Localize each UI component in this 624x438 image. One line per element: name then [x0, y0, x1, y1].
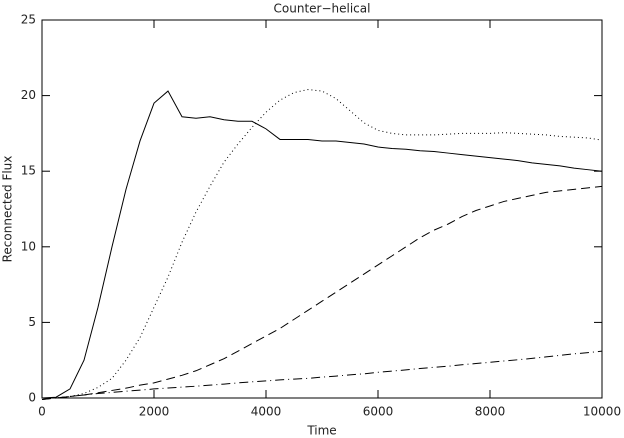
x-axis-label: Time — [306, 424, 336, 438]
x-tick-label: 4000 — [251, 405, 282, 419]
chart-title: Counter−helical — [274, 2, 371, 16]
y-tick-label: 10 — [21, 239, 36, 253]
line-series — [42, 89, 603, 399]
line-series — [41, 350, 603, 401]
y-axis-label: Reconnected Flux — [1, 156, 15, 263]
y-tick-label: 20 — [21, 88, 36, 102]
x-tick-label: 8000 — [475, 405, 506, 419]
line-series — [41, 185, 603, 401]
plot-frame — [41, 19, 603, 399]
x-tick-label: 10000 — [583, 405, 621, 419]
line-series — [41, 90, 603, 399]
x-tick-label: 0 — [38, 405, 46, 419]
x-tick-label: 2000 — [139, 405, 170, 419]
y-tick-label: 25 — [21, 13, 36, 27]
y-tick-label: 5 — [28, 315, 36, 329]
y-tick-label: 0 — [28, 391, 36, 405]
x-tick-label: 6000 — [363, 405, 394, 419]
y-tick-label: 15 — [21, 164, 36, 178]
